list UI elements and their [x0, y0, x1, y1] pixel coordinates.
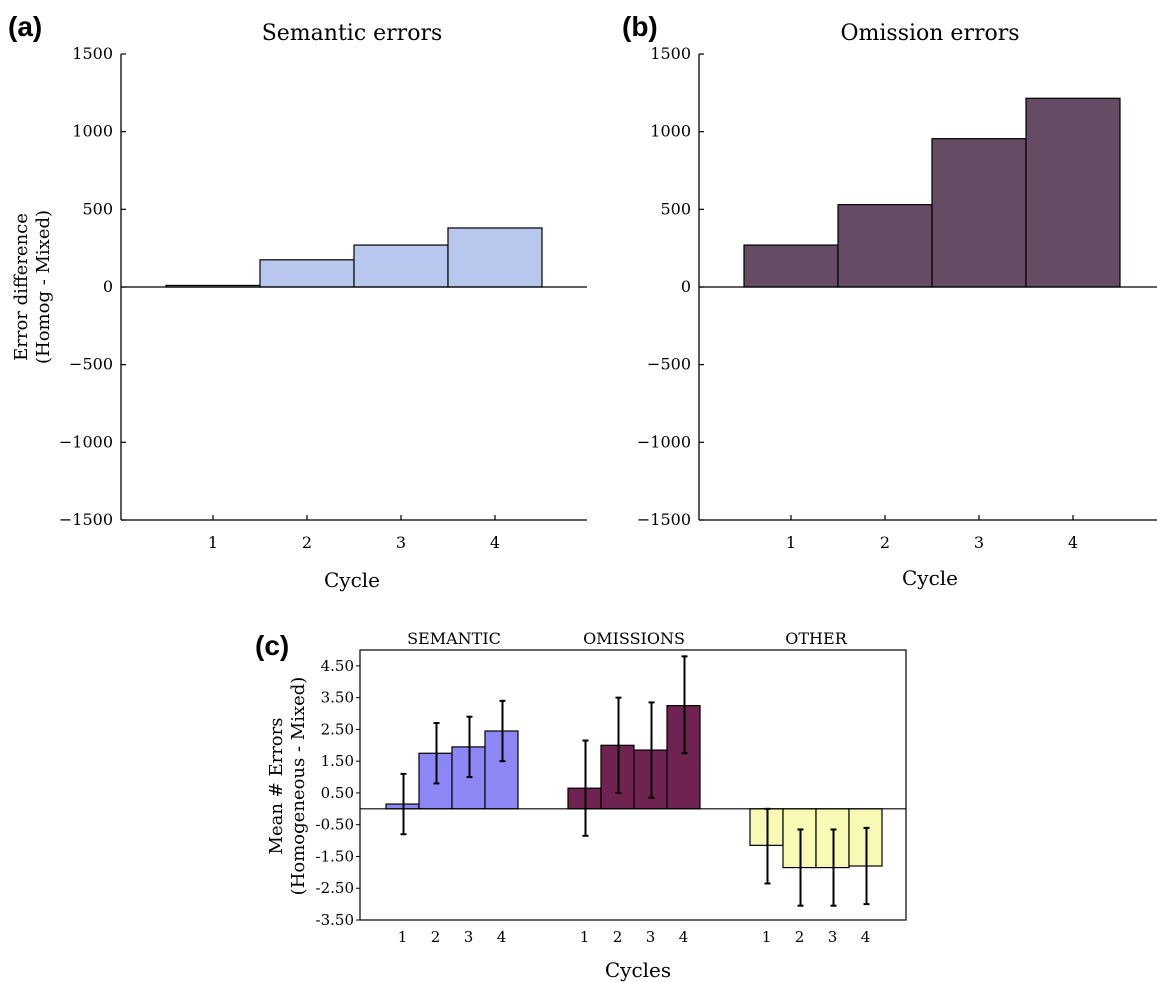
panel-b-bar	[743, 244, 839, 288]
panel-c-letter: (c)	[255, 630, 289, 661]
panel-b-bar	[837, 204, 933, 288]
panel-b-ytick-label: −500	[647, 355, 691, 374]
panel-c-ytick-label: 2.50	[321, 720, 354, 738]
panel-a-xtick-label: 3	[396, 533, 406, 552]
panel-a-ytick-label: 0	[103, 277, 113, 296]
panel-c-group-label: OTHER	[785, 629, 847, 648]
panel-c-ytick-label: -2.50	[316, 879, 354, 897]
panel-a-xtick-label: 2	[302, 533, 312, 552]
panel-c-xtick-label: 1	[398, 928, 408, 946]
panel-a-title: Semantic errors	[262, 21, 443, 46]
panel-c-ylabel-line1: Mean # Errors	[266, 718, 287, 855]
panel-b-bar	[1025, 97, 1121, 288]
panel-b-ytick-label: 500	[660, 199, 691, 218]
panel-b-ytick-label: 1000	[650, 122, 691, 141]
panel-c-xtick-label: 2	[795, 928, 805, 946]
panel-c-ylabel: Mean # Errors (Homogeneous - Mixed)	[266, 677, 309, 896]
panel-c-ytick-label: 1.50	[321, 752, 354, 770]
panel-a-ytick-label: −1000	[59, 432, 113, 451]
panel-c-xtick-label: 4	[497, 928, 507, 946]
panel-b-title: Omission errors	[840, 21, 1019, 46]
panel-c-group-label: SEMANTIC	[407, 629, 501, 648]
panel-b-xtick-label: 1	[786, 533, 796, 552]
panel-a-bar	[259, 259, 355, 288]
panel-a-ytick-label: 500	[82, 199, 113, 218]
panel-b-xlabel: Cycle	[902, 566, 958, 590]
panel-c-xtick-label: 4	[861, 928, 871, 946]
panel-b-ytick-label: −1000	[637, 432, 691, 451]
panel-b-bar	[931, 138, 1027, 288]
panel-a-ylabel: Error difference (Homog - Mixed)	[11, 210, 54, 364]
panel-c-plot: 4.50 3.50 2.50 1.50 0.50 -0.50 -1.50 -2.50 -3.50…	[316, 629, 907, 946]
panel-c-ytick-label: 3.50	[321, 689, 354, 707]
panel-c-xtick-label: 3	[464, 928, 474, 946]
panel-a-ytick-label: −1500	[59, 510, 113, 529]
panel-b-ytick-label: −1500	[637, 510, 691, 529]
panel-c-ylabel-line2: (Homogeneous - Mixed)	[288, 677, 309, 896]
panel-b-letter: (b)	[622, 11, 658, 42]
panel-b-xtick-label: 2	[880, 533, 890, 552]
panel-c-xtick-label: 4	[679, 928, 689, 946]
panel-a-letter: (a)	[8, 11, 42, 42]
panel-c-ytick-label: 0.50	[321, 784, 354, 802]
panel-a-xlabel: Cycle	[324, 568, 380, 592]
panel-c-xtick-label: 3	[828, 928, 838, 946]
panel-c-ytick-label: 4.50	[321, 657, 354, 675]
panel-b-plot: 1500 1000 500 0 −500 −1000 −1500 1 2 3 4	[637, 44, 1157, 552]
panel-a-ylabel-line2: (Homog - Mixed)	[33, 210, 54, 364]
panel-b-xtick-label: 4	[1068, 533, 1078, 552]
panel-a-plot: 1500 1000 500 0 −500 −1000 −1500 1 2 3 4	[59, 44, 587, 552]
panel-c-group-label: OMISSIONS	[583, 629, 685, 648]
panel-c-xtick-label: 1	[762, 928, 772, 946]
panel-c-ytick-label: -1.50	[316, 847, 354, 865]
panel-c-xlabel: Cycles	[605, 958, 671, 982]
panel-a-xtick-label: 1	[208, 533, 218, 552]
panel-a-ytick-label: 1500	[72, 44, 113, 63]
panel-c-ytick-label: -3.50	[316, 911, 354, 929]
panel-a-ylabel-line1: Error difference	[11, 213, 32, 361]
panel-c-xtick-label: 2	[431, 928, 441, 946]
panel-a-bar	[447, 227, 543, 288]
panel-a-ytick-label: −500	[69, 355, 113, 374]
panel-c-xtick-label: 1	[580, 928, 590, 946]
panel-b-xtick-label: 3	[974, 533, 984, 552]
panel-c-xtick-label: 3	[646, 928, 656, 946]
panel-c-ytick-label: -0.50	[316, 816, 354, 834]
panel-c-frame	[359, 649, 907, 921]
panel-a-xtick-label: 4	[490, 533, 500, 552]
panel-c-xtick-label: 2	[613, 928, 623, 946]
panel-a-ytick-label: 1000	[72, 122, 113, 141]
panel-b-ytick-label: 1500	[650, 44, 691, 63]
panel-b-ytick-label: 0	[681, 277, 691, 296]
panel-a-bar	[353, 244, 449, 288]
